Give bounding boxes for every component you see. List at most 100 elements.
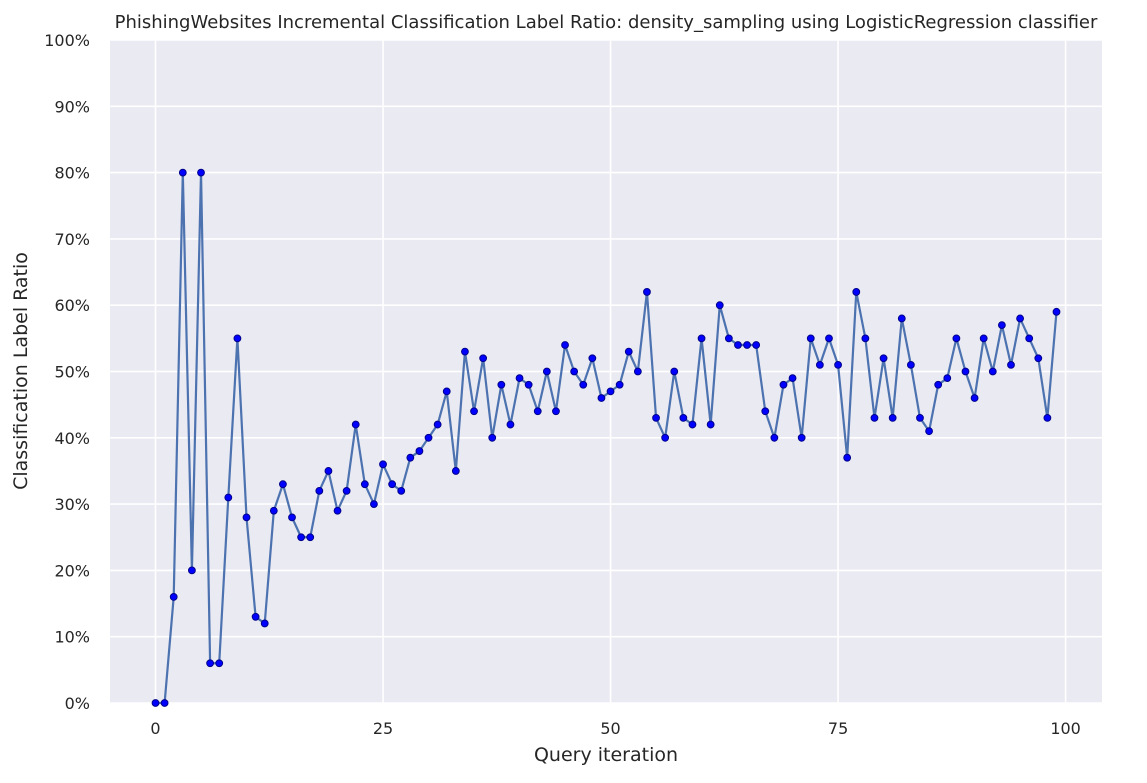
- data-point: [1016, 314, 1024, 323]
- data-point: [169, 593, 178, 601]
- x-tick-labels: 0 25 50 75 100: [150, 719, 1080, 738]
- data-point: [533, 407, 542, 416]
- data-point: [524, 380, 533, 389]
- data-point: [242, 513, 251, 522]
- y-tick-label: 20%: [54, 561, 90, 580]
- y-tick-label: 70%: [54, 230, 90, 249]
- data-point: [815, 360, 824, 369]
- data-point: [588, 354, 597, 363]
- data-point: [643, 288, 651, 296]
- data-point: [188, 566, 196, 575]
- data-point: [834, 360, 842, 369]
- data-point: [724, 334, 733, 343]
- data-point: [461, 347, 469, 356]
- data-point: [561, 341, 569, 349]
- data-point: [388, 480, 397, 489]
- data-point: [1034, 354, 1043, 363]
- y-tick-label: 100%: [44, 31, 90, 50]
- data-point: [661, 433, 670, 442]
- y-tick-label: 0%: [65, 694, 90, 713]
- data-point: [351, 420, 360, 429]
- data-point: [288, 513, 296, 522]
- data-point: [297, 533, 306, 542]
- data-point: [952, 334, 961, 343]
- x-tick-label: 50: [600, 719, 620, 738]
- data-point: [943, 374, 952, 383]
- series-line: [155, 171, 1058, 705]
- data-point: [825, 334, 833, 343]
- x-tick-label: 0: [150, 719, 160, 738]
- data-point: [197, 168, 205, 177]
- data-point: [178, 168, 187, 177]
- data-point: [706, 420, 715, 429]
- data-point: [479, 354, 488, 363]
- y-tick-label: 60%: [54, 296, 90, 315]
- data-point: [360, 480, 369, 489]
- data-point: [606, 387, 615, 396]
- data-point: [570, 367, 579, 376]
- data-point: [797, 433, 806, 442]
- data-point: [515, 374, 524, 383]
- data-point: [788, 374, 797, 383]
- data-point: [770, 433, 779, 442]
- data-point: [852, 288, 861, 296]
- data-point: [861, 334, 870, 343]
- data-point: [734, 341, 742, 349]
- data-point: [779, 380, 788, 389]
- data-point: [743, 341, 751, 349]
- data-point: [843, 453, 852, 462]
- data-point: [1007, 360, 1015, 369]
- data-point: [488, 433, 497, 442]
- data-point: [688, 420, 697, 429]
- x-axis-label: Query iteration: [534, 744, 678, 766]
- y-tick-label: 40%: [54, 429, 90, 448]
- data-point: [997, 321, 1006, 329]
- data-point: [906, 360, 915, 369]
- data-point: [406, 453, 415, 462]
- data-point-markers: [151, 168, 1061, 707]
- data-point: [251, 612, 260, 621]
- data-point: [916, 414, 924, 422]
- data-point: [761, 407, 770, 416]
- data-point: [306, 533, 315, 542]
- data-point: [433, 420, 442, 429]
- data-point: [961, 367, 970, 376]
- data-point: [597, 394, 606, 402]
- x-tick-label: 100: [1050, 719, 1081, 738]
- y-tick-label: 10%: [54, 628, 90, 647]
- data-point: [615, 380, 624, 389]
- data-point: [279, 480, 287, 489]
- data-point: [679, 414, 688, 422]
- data-point: [925, 427, 933, 436]
- data-point: [579, 380, 588, 389]
- data-point: [806, 334, 815, 343]
- data-point: [870, 414, 879, 422]
- data-point: [151, 699, 160, 707]
- data-point: [1043, 414, 1052, 422]
- data-point: [497, 380, 506, 389]
- x-tick-label: 25: [373, 719, 393, 738]
- data-point: [888, 414, 897, 422]
- data-point: [752, 341, 761, 349]
- data-point: [451, 467, 460, 475]
- data-point: [370, 500, 378, 509]
- data-point: [269, 506, 278, 515]
- data-point: [988, 367, 997, 376]
- data-point: [879, 354, 888, 363]
- data-point: [633, 367, 642, 376]
- data-point: [442, 387, 451, 396]
- data-point: [424, 433, 433, 442]
- data-point: [670, 367, 679, 376]
- data-point: [324, 467, 333, 475]
- series-line-group: [155, 171, 1058, 705]
- data-point: [897, 314, 906, 323]
- data-point: [697, 334, 706, 343]
- data-point: [470, 407, 478, 416]
- data-point: [1025, 334, 1034, 343]
- data-point: [160, 699, 169, 707]
- data-point: [333, 506, 342, 515]
- x-tick-label: 75: [828, 719, 848, 738]
- data-point: [379, 460, 387, 469]
